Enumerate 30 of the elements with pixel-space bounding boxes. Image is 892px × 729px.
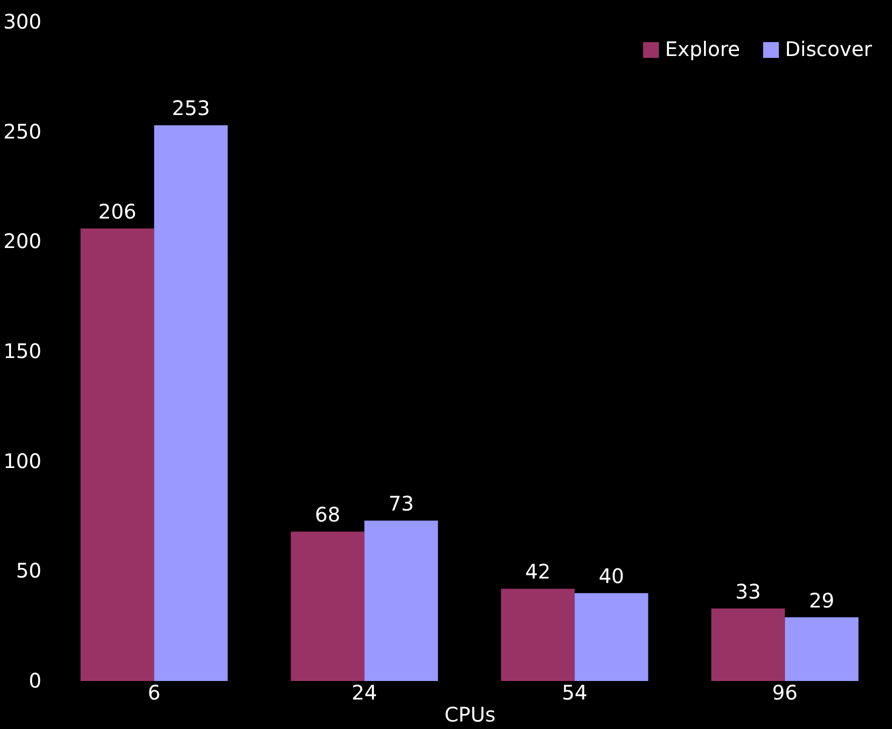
x-tick-label: 6	[148, 680, 160, 704]
bar	[80, 228, 154, 681]
y-tick-label: 250	[3, 119, 42, 144]
x-tick-label: 54	[562, 680, 588, 704]
bar	[364, 520, 438, 681]
bar	[711, 608, 785, 681]
bar	[574, 593, 648, 681]
bar	[784, 617, 858, 681]
data-label: 206	[98, 199, 136, 224]
y-tick-label: 150	[3, 339, 42, 363]
legend-label: Discover	[785, 37, 873, 61]
data-label: 33	[735, 580, 761, 604]
data-label: 29	[808, 588, 834, 612]
y-tick-label: 300	[3, 10, 42, 34]
bar	[154, 125, 228, 681]
bar	[501, 588, 575, 681]
y-tick-label: 50	[16, 558, 42, 583]
data-label: 68	[314, 502, 340, 527]
x-axis-title: CPUs	[444, 702, 496, 726]
legend-label: Explore	[665, 37, 740, 61]
y-tick-label: 100	[3, 448, 42, 473]
data-label: 40	[598, 564, 624, 588]
x-tick-label: 96	[772, 680, 798, 704]
data-label: 73	[388, 492, 414, 516]
y-tick-label: 0	[28, 668, 42, 692]
data-label: 42	[525, 560, 551, 584]
data-label: 253	[172, 96, 210, 120]
x-tick-label: 24	[352, 680, 378, 704]
bar	[290, 532, 364, 681]
y-tick-label: 200	[3, 229, 42, 254]
